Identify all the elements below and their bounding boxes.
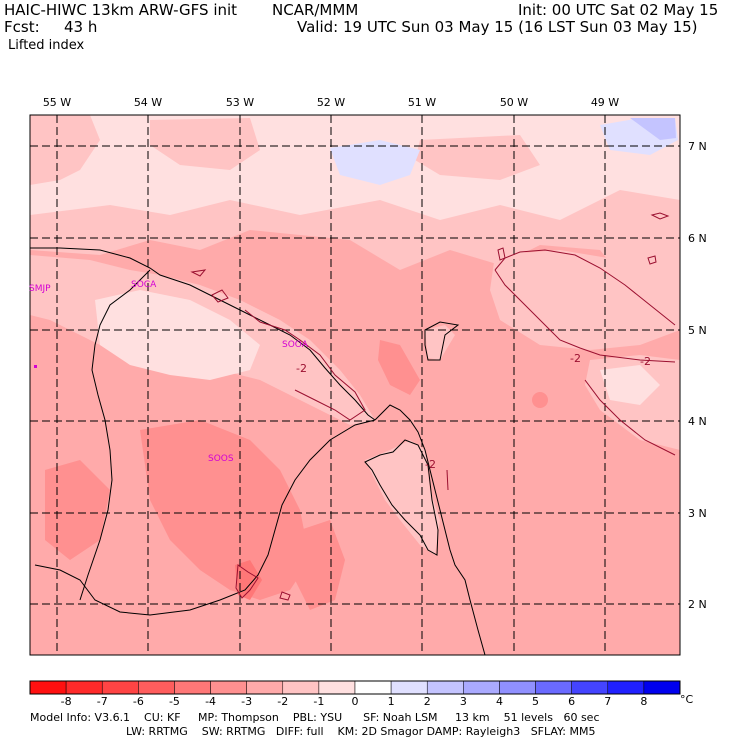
colorbar-swatch [535, 680, 572, 695]
lon-label: 49 W [590, 96, 620, 109]
colorbar-swatch [246, 680, 284, 695]
lon-label: 55 W [42, 96, 72, 109]
field-patch-dark [378, 340, 420, 395]
colorbar-swatch [499, 680, 536, 695]
colorbar-tick-label: 3 [459, 695, 467, 708]
colorbar-tick-label: 6 [568, 695, 576, 708]
field-patch [415, 135, 540, 180]
lon-label: 50 W [499, 96, 529, 109]
colorbar-tick-label: -4 [205, 695, 217, 708]
valid-time: Valid: 19 UTC Sun 03 May 15 (16 LST Sun … [297, 18, 698, 36]
map-frame [29, 114, 681, 656]
field-patch-dark [45, 460, 110, 560]
field-patch [425, 325, 455, 360]
lat-label: 7 N [688, 140, 707, 153]
colorbar-swatch [426, 680, 464, 695]
colorbar-tick-label: -5 [168, 695, 180, 708]
colorbar-tick-label: 4 [495, 695, 503, 708]
station-label: SOCA [131, 280, 157, 290]
contour-label: -2 [640, 355, 651, 368]
contour-minus-2 [190, 212, 676, 601]
colorbar-unit: °C [680, 693, 694, 706]
forecast-label: Fcst: [4, 18, 40, 36]
country-border [34, 269, 376, 616]
field-region-positive [330, 140, 420, 185]
colorbar-swatch [318, 680, 356, 695]
colorbar-tick-label: -6 [132, 695, 144, 708]
colorbar-swatch [390, 680, 428, 695]
colorbar-swatch [282, 680, 320, 695]
field-name: Lifted index [8, 38, 85, 53]
colorbar-tick-label: -7 [96, 695, 108, 708]
lat-label: 3 N [688, 507, 707, 520]
colorbar-swatch [354, 680, 392, 695]
station-label: SMJP [29, 284, 51, 294]
contour-label: -2 [425, 458, 436, 471]
contour-label: -2 [296, 362, 307, 375]
contour-label: -2 [570, 352, 581, 365]
field-region-lightest-coast [95, 290, 260, 380]
init-time: Init: 00 UTC Sat 02 May 15 [518, 1, 719, 19]
colorbar-swatch [643, 680, 681, 695]
colorbar-tick-label: -1 [313, 695, 325, 708]
colorbar-swatch [65, 680, 103, 695]
colorbar-tick-label: 0 [351, 695, 359, 708]
colorbar-tick-label: 8 [640, 695, 648, 708]
colorbar-tick-label: 7 [604, 695, 612, 708]
field-patch-dark [532, 392, 548, 408]
colorbar-tick-label: -2 [277, 695, 289, 708]
colorbar-swatch [101, 680, 139, 695]
coastline [30, 247, 486, 656]
colorbar-swatch [174, 680, 211, 695]
colorbar-tick-label: -8 [60, 695, 72, 708]
lat-label: 5 N [688, 324, 707, 337]
graticule [30, 115, 680, 655]
colorbar-tick-label: -3 [241, 695, 253, 708]
colorbar-swatch [607, 680, 645, 695]
forecast-hours: 43 h [64, 18, 98, 36]
field-region-light-delta [365, 440, 440, 555]
field-patch-darker [235, 560, 262, 600]
field-patch [30, 115, 100, 185]
model-info-line-1: Model Info: V3.6.1 CU: KF MP: Thompson P… [30, 711, 600, 724]
field-patch [600, 365, 660, 405]
field-region-light-east [490, 250, 680, 350]
colorbar-tick-label: 5 [532, 695, 540, 708]
lon-label: 54 W [133, 96, 163, 109]
colorbar-swatch [463, 680, 500, 695]
field-patch-dark [295, 520, 345, 610]
field-patch-dark [180, 429, 192, 441]
field-region-positive-strong [630, 118, 676, 140]
lon-label: 53 W [225, 96, 255, 109]
lat-label: 6 N [688, 232, 707, 245]
colorbar-tick-label: 2 [423, 695, 431, 708]
model-info-line-2: LW: RRTMG SW: RRTMG DIFF: full KM: 2D Sm… [126, 725, 596, 738]
colorbar-tick-label: 1 [387, 695, 395, 708]
station-label: SOOS [208, 454, 234, 464]
station-label: SOOA [282, 340, 308, 350]
colorbar-swatch [571, 680, 609, 695]
center-title: NCAR/MMM [272, 1, 359, 19]
field-patch [150, 118, 260, 170]
colorbar-swatch [138, 680, 175, 695]
station-markers [34, 365, 37, 368]
colorbar-swatch [210, 680, 247, 695]
colorbar-swatch [29, 680, 67, 695]
lat-label: 2 N [688, 598, 707, 611]
lon-label: 51 W [407, 96, 437, 109]
model-title: HAIC-HIWC 13km ARW-GFS init [4, 1, 238, 19]
lon-label: 52 W [316, 96, 346, 109]
lat-label: 4 N [688, 415, 707, 428]
